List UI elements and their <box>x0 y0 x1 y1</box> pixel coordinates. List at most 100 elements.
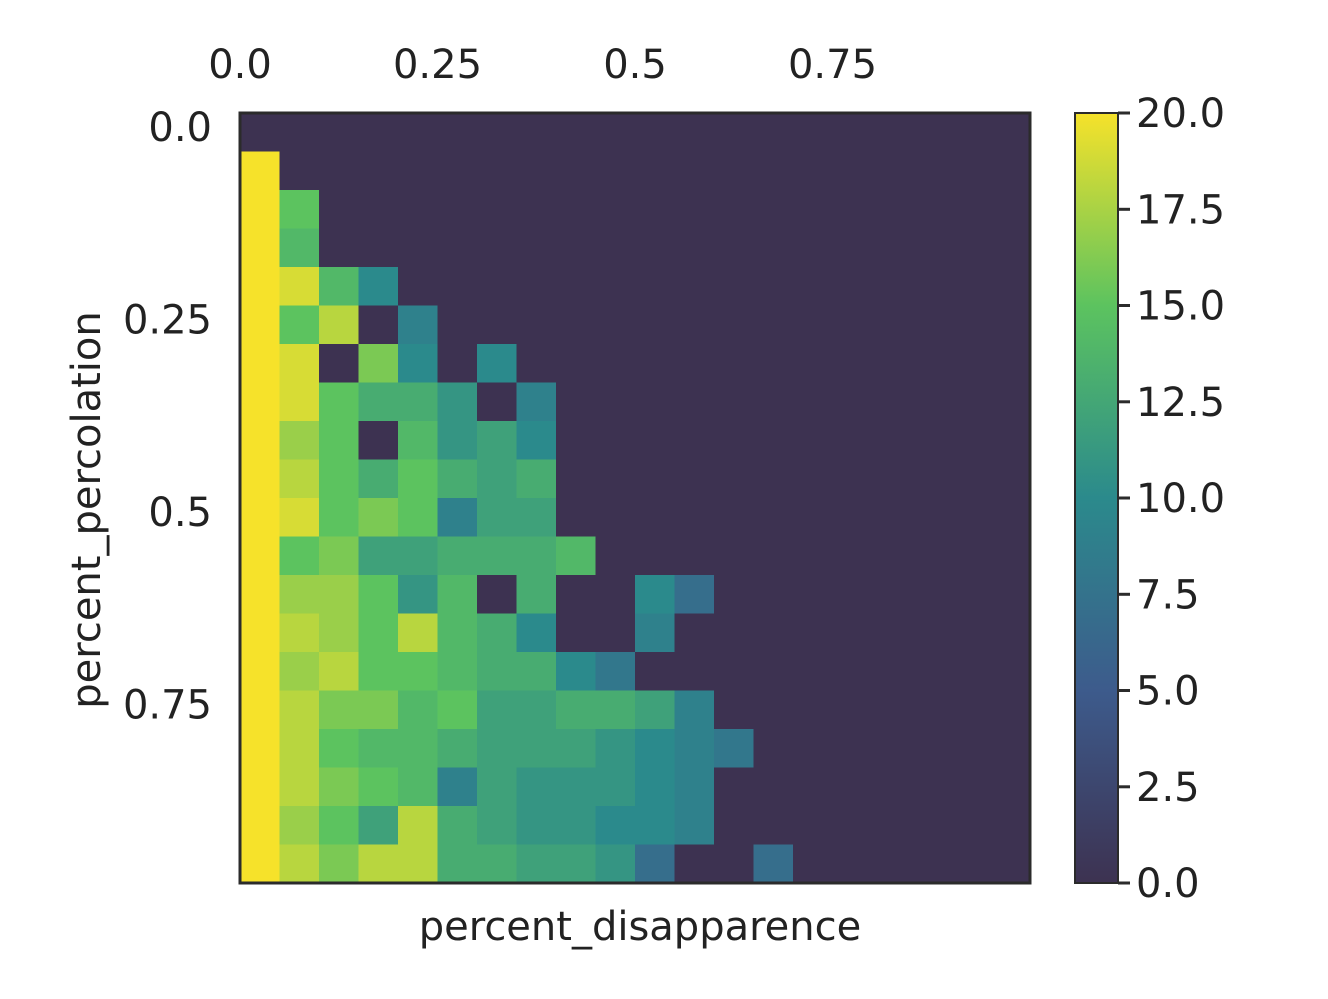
heatmap-cell <box>595 151 636 191</box>
heatmap-cell <box>635 806 676 846</box>
heatmap-cell <box>398 421 439 461</box>
plot-frame <box>238 111 1032 885</box>
heatmap-cell <box>516 190 557 230</box>
heatmap-cell <box>832 844 873 884</box>
heatmap-cell <box>832 613 873 653</box>
heatmap-cell <box>674 767 715 807</box>
heatmap-cell <box>437 652 478 692</box>
heatmap-cell <box>674 305 715 345</box>
heatmap-cell <box>516 690 557 730</box>
heatmap-cell <box>951 844 992 884</box>
heatmap-cell <box>714 690 755 730</box>
heatmap-cell <box>832 421 873 461</box>
heatmap-cell <box>911 305 952 345</box>
heatmap-cell <box>951 267 992 307</box>
heatmap-cell <box>358 613 399 653</box>
heatmap-cell <box>595 228 636 268</box>
heatmap-cell <box>358 151 399 191</box>
heatmap-cell <box>240 690 281 730</box>
heatmap-cell <box>516 844 557 884</box>
heatmap-cell <box>832 690 873 730</box>
heatmap-cell <box>556 806 597 846</box>
heatmap-cell <box>674 613 715 653</box>
heatmap-cell <box>358 459 399 499</box>
heatmap-cell <box>358 113 399 153</box>
heatmap-cell <box>872 267 913 307</box>
heatmap-cell <box>595 844 636 884</box>
heatmap-cell <box>951 190 992 230</box>
heatmap-cell <box>477 498 518 538</box>
heatmap-cell <box>437 344 478 384</box>
heatmap-cell <box>319 652 360 692</box>
x-tick-label: 0.5 <box>603 42 667 88</box>
heatmap-cell <box>240 498 281 538</box>
heatmap-cell <box>635 498 676 538</box>
heatmap-cell <box>279 190 320 230</box>
heatmap-cell <box>398 498 439 538</box>
heatmap-cell <box>319 382 360 422</box>
heatmap-cell <box>556 575 597 615</box>
heatmap-cell <box>990 652 1031 692</box>
heatmap-cell <box>832 228 873 268</box>
heatmap-cell <box>990 151 1031 191</box>
heatmap-cell <box>674 382 715 422</box>
heatmap-cell <box>358 536 399 576</box>
heatmap-cell <box>951 729 992 769</box>
heatmap-cell <box>595 729 636 769</box>
heatmap-cell <box>358 844 399 884</box>
heatmap-cell <box>990 806 1031 846</box>
heatmap-cell <box>477 459 518 499</box>
heatmap-cell <box>951 382 992 422</box>
heatmap-cell <box>556 613 597 653</box>
heatmap-cell <box>832 652 873 692</box>
heatmap-cell <box>832 536 873 576</box>
heatmap-cell <box>990 690 1031 730</box>
heatmap-cell <box>279 767 320 807</box>
heatmap-cell <box>319 344 360 384</box>
heatmap-cell <box>714 613 755 653</box>
heatmap-cell <box>635 575 676 615</box>
heatmap-cell <box>319 421 360 461</box>
heatmap-cell <box>911 113 952 153</box>
heatmap-cell <box>556 151 597 191</box>
heatmap-cell <box>990 344 1031 384</box>
heatmap-cell <box>635 344 676 384</box>
heatmap-cell <box>398 652 439 692</box>
heatmap-cell <box>911 690 952 730</box>
heatmap-cell <box>832 729 873 769</box>
y-axis-label: percent_percolation <box>64 311 110 708</box>
colorbar-tick-label: 7.5 <box>1136 572 1200 618</box>
heatmap-cell <box>635 421 676 461</box>
heatmap-cell <box>437 113 478 153</box>
heatmap-cell <box>556 113 597 153</box>
heatmap-cell <box>911 267 952 307</box>
heatmap-cell <box>951 421 992 461</box>
heatmap-cell <box>358 228 399 268</box>
heatmap-cell <box>793 536 834 576</box>
heatmap-cell <box>240 844 281 884</box>
heatmap-cell <box>556 344 597 384</box>
heatmap-cell <box>358 267 399 307</box>
heatmap-cell <box>437 844 478 884</box>
heatmap-cell <box>872 228 913 268</box>
heatmap-cell <box>398 382 439 422</box>
heatmap-cell <box>714 228 755 268</box>
heatmap-cell <box>279 498 320 538</box>
heatmap-cell <box>437 459 478 499</box>
heatmap-cell <box>477 729 518 769</box>
heatmap-cell <box>437 267 478 307</box>
heatmap-cell <box>240 536 281 576</box>
heatmap-cell <box>279 729 320 769</box>
heatmap-cell <box>714 536 755 576</box>
heatmap-cell <box>872 613 913 653</box>
heatmap-cell <box>595 767 636 807</box>
heatmap-cell <box>240 267 281 307</box>
heatmap-cell <box>595 575 636 615</box>
heatmap-cell <box>872 767 913 807</box>
heatmap-cell <box>872 652 913 692</box>
heatmap-cell <box>279 305 320 345</box>
heatmap-cell <box>951 228 992 268</box>
heatmap-cell <box>793 305 834 345</box>
heatmap-cell <box>714 729 755 769</box>
heatmap-cell <box>398 844 439 884</box>
